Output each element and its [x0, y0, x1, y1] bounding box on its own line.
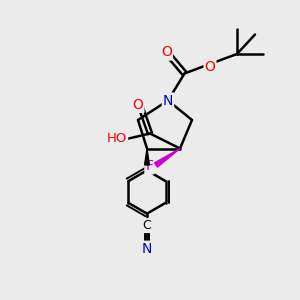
- Polygon shape: [145, 148, 149, 165]
- Text: N: N: [142, 242, 152, 256]
- Text: O: O: [133, 98, 143, 112]
- Text: HO: HO: [107, 131, 127, 145]
- Text: N: N: [163, 94, 173, 107]
- Text: O: O: [161, 46, 172, 59]
- Polygon shape: [154, 148, 180, 167]
- Text: O: O: [205, 60, 215, 74]
- Text: F: F: [146, 160, 153, 173]
- Text: C: C: [142, 219, 152, 232]
